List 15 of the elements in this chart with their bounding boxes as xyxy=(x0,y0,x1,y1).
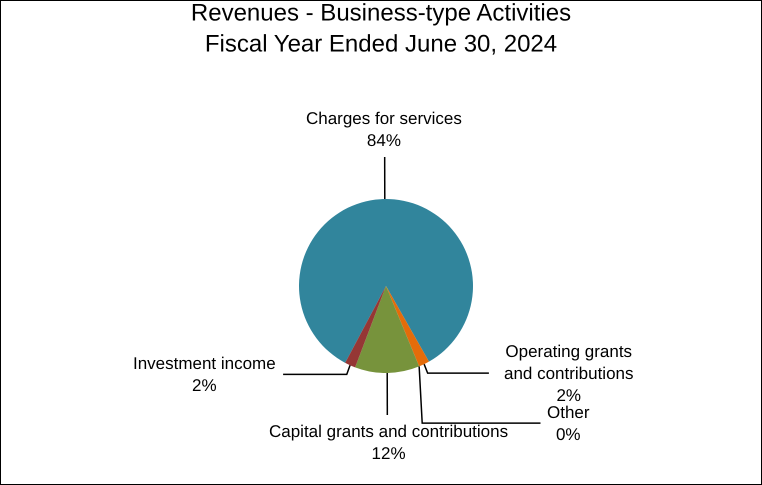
chart-title: Revenues - Business-type Activities Fiscal Year Ended June 30, 2024 xyxy=(190,0,572,58)
slice-label: Investment income xyxy=(133,354,276,373)
category-label: Other xyxy=(547,403,590,422)
text: 0% xyxy=(556,425,581,444)
data-label: 2% xyxy=(192,376,217,396)
data-label: 2% xyxy=(556,386,582,406)
data-label: 84% xyxy=(366,131,401,150)
pie-slice xyxy=(345,286,386,368)
slice-label: Charges for services xyxy=(306,109,462,128)
data-label: 12% xyxy=(372,444,406,464)
pie-slice xyxy=(299,199,473,363)
pie-slice xyxy=(386,286,429,366)
pie-slice xyxy=(355,286,420,373)
slice-label: Operating grants and contributions xyxy=(504,342,634,384)
slice-label: Capital grants and contributions xyxy=(269,422,508,441)
